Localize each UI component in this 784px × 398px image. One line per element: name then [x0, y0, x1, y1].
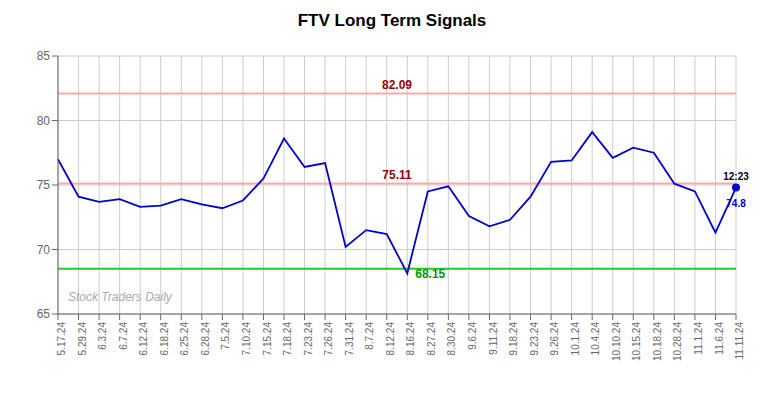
svg-text:10.1.24: 10.1.24 — [570, 322, 581, 356]
svg-text:9.23.24: 9.23.24 — [529, 322, 540, 356]
svg-text:70: 70 — [37, 243, 51, 257]
html-text:FTV Long Term Signals: FTV Long Term Signals — [297, 11, 487, 30]
svg-text:75.11: 75.11 — [382, 168, 412, 182]
svg-text:65: 65 — [37, 307, 51, 321]
svg-text:11.11.24: 11.11.24 — [734, 322, 745, 360]
svg-text:8.27.24: 8.27.24 — [426, 322, 437, 356]
svg-text:75: 75 — [37, 178, 51, 192]
html-text:Stock Traders Daily: Stock Traders Daily — [68, 290, 172, 304]
svg-text:80: 80 — [37, 114, 51, 128]
svg-text:11.6.24: 11.6.24 — [714, 322, 725, 355]
svg-text:6.12.24: 6.12.24 — [138, 322, 149, 356]
svg-text:82.09: 82.09 — [382, 78, 412, 92]
svg-text:9.6.24: 9.6.24 — [467, 322, 478, 350]
svg-text:10.18.24: 10.18.24 — [652, 322, 663, 361]
svg-text:6.7.24: 6.7.24 — [118, 322, 129, 350]
svg-text:7.31.24: 7.31.24 — [344, 322, 355, 356]
svg-text:7.18.24: 7.18.24 — [282, 322, 293, 356]
svg-text:8.7.24: 8.7.24 — [364, 322, 375, 350]
svg-text:8.30.24: 8.30.24 — [446, 322, 457, 356]
svg-text:6.28.24: 6.28.24 — [200, 322, 211, 356]
svg-text:11.1.24: 11.1.24 — [693, 322, 704, 355]
svg-text:10.4.24: 10.4.24 — [590, 322, 601, 356]
svg-text:68.15: 68.15 — [415, 267, 445, 281]
svg-text:10.10.24: 10.10.24 — [611, 322, 622, 361]
svg-text:7.26.24: 7.26.24 — [323, 322, 334, 356]
svg-text:7.5.24: 7.5.24 — [220, 322, 231, 350]
svg-text:10.15.24: 10.15.24 — [631, 322, 642, 361]
svg-text:8.12.24: 8.12.24 — [385, 322, 396, 356]
svg-text:10.28.24: 10.28.24 — [672, 322, 683, 361]
svg-text:5.17.24: 5.17.24 — [56, 322, 67, 356]
svg-text:6.18.24: 6.18.24 — [159, 322, 170, 356]
svg-text:7.10.24: 7.10.24 — [241, 322, 252, 356]
svg-text:9.11.24: 9.11.24 — [488, 322, 499, 355]
svg-text:8.16.24: 8.16.24 — [405, 322, 416, 356]
svg-text:7.15.24: 7.15.24 — [262, 322, 273, 356]
svg-text:6.3.24: 6.3.24 — [97, 322, 108, 350]
svg-text:85: 85 — [37, 49, 51, 63]
svg-text:7.23.24: 7.23.24 — [303, 322, 314, 356]
svg-text:5.29.24: 5.29.24 — [77, 322, 88, 356]
svg-text:9.26.24: 9.26.24 — [549, 322, 560, 356]
svg-text:9.18.24: 9.18.24 — [508, 322, 519, 356]
svg-text:6.25.24: 6.25.24 — [179, 322, 190, 356]
svg-text:12:23: 12:23 — [723, 171, 749, 182]
svg-text:74.8: 74.8 — [726, 198, 746, 209]
